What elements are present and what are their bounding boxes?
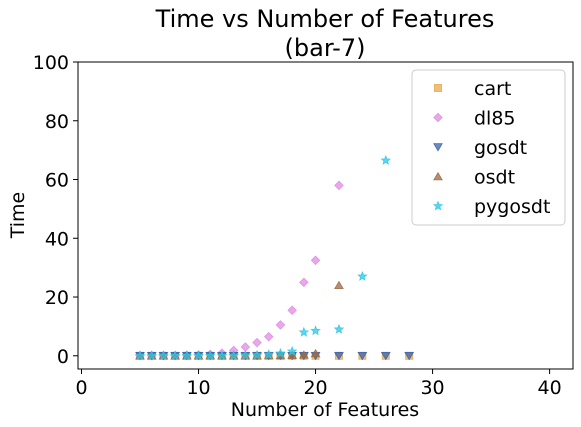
dl85-point: [240, 342, 251, 352]
legend-marker-osdt: [433, 171, 443, 181]
series-osdt: [135, 280, 344, 360]
dl85-point: [334, 180, 344, 191]
legend-label-dl85: dl85: [474, 108, 516, 130]
y-tick-label: 40: [45, 228, 69, 250]
legend-label-cart: cart: [474, 78, 511, 100]
x-tick-label: 10: [186, 377, 210, 399]
dl85-point: [299, 277, 309, 288]
pygosdt-point: [193, 350, 204, 361]
pygosdt-point: [216, 350, 228, 361]
pygosdt-point: [204, 350, 216, 361]
series-pygosdt: [134, 154, 392, 361]
osdt-point: [298, 350, 309, 359]
legend-marker-pygosdt: [432, 200, 444, 211]
legend-label-osdt: osdt: [474, 167, 515, 189]
plot-frame: [77, 61, 574, 370]
x-tick-label: 20: [303, 377, 327, 399]
y-tick-label: 80: [45, 111, 69, 133]
pygosdt-point: [286, 345, 298, 356]
y-tick-label: 20: [45, 287, 69, 309]
legend-box: [411, 69, 566, 226]
dl85-point: [275, 320, 286, 330]
y-axis-label: Time: [7, 192, 29, 240]
x-tick-label: 30: [420, 377, 444, 399]
x-tick-label: 0: [75, 377, 87, 399]
pygosdt-point: [310, 325, 321, 336]
legend: cart dl85 gosdt osdt pygosdt: [411, 69, 566, 226]
pygosdt-point: [181, 350, 193, 361]
pygosdt-point: [169, 350, 181, 361]
y-tick-label: 0: [57, 346, 69, 368]
y-tick-label: 100: [33, 52, 69, 74]
gosdt-point: [357, 352, 368, 361]
pygosdt-point: [380, 154, 392, 165]
legend-marker-gosdt: [433, 143, 443, 152]
axis-ticks: 0 10 20 30 40 0 20 40 60 80 100: [33, 52, 562, 399]
data-points: [134, 154, 415, 361]
pygosdt-point: [251, 349, 263, 360]
dl85-point: [287, 305, 297, 316]
osdt-point: [334, 280, 344, 290]
legend-marker-dl85: [433, 112, 443, 123]
osdt-point: [310, 348, 321, 358]
legend-label-pygosdt: pygosdt: [474, 196, 550, 218]
pygosdt-point: [158, 350, 169, 361]
legend-label-gosdt: gosdt: [474, 137, 527, 159]
gosdt-point: [334, 352, 344, 361]
pygosdt-point: [263, 349, 274, 360]
pygosdt-point: [275, 347, 286, 358]
pygosdt-point: [298, 326, 310, 337]
x-axis-label: Number of Features: [231, 399, 419, 421]
pygosdt-point: [228, 350, 239, 361]
gosdt-point: [380, 352, 391, 361]
pygosdt-point: [357, 270, 368, 281]
dl85-point: [310, 255, 321, 266]
chart-subtitle: (bar-7): [285, 34, 366, 62]
dl85-point: [252, 337, 262, 348]
pygosdt-point: [134, 350, 146, 361]
chart-title: Time vs Number of Features: [155, 5, 495, 33]
legend-marker-cart: [434, 84, 442, 92]
x-tick-label: 40: [538, 377, 562, 399]
gosdt-point: [404, 352, 415, 361]
series-dl85: [135, 180, 344, 361]
dl85-point: [263, 331, 274, 342]
pygosdt-point: [333, 323, 345, 334]
pygosdt-point: [146, 350, 157, 361]
pygosdt-point: [240, 349, 251, 360]
y-tick-label: 60: [45, 170, 69, 192]
